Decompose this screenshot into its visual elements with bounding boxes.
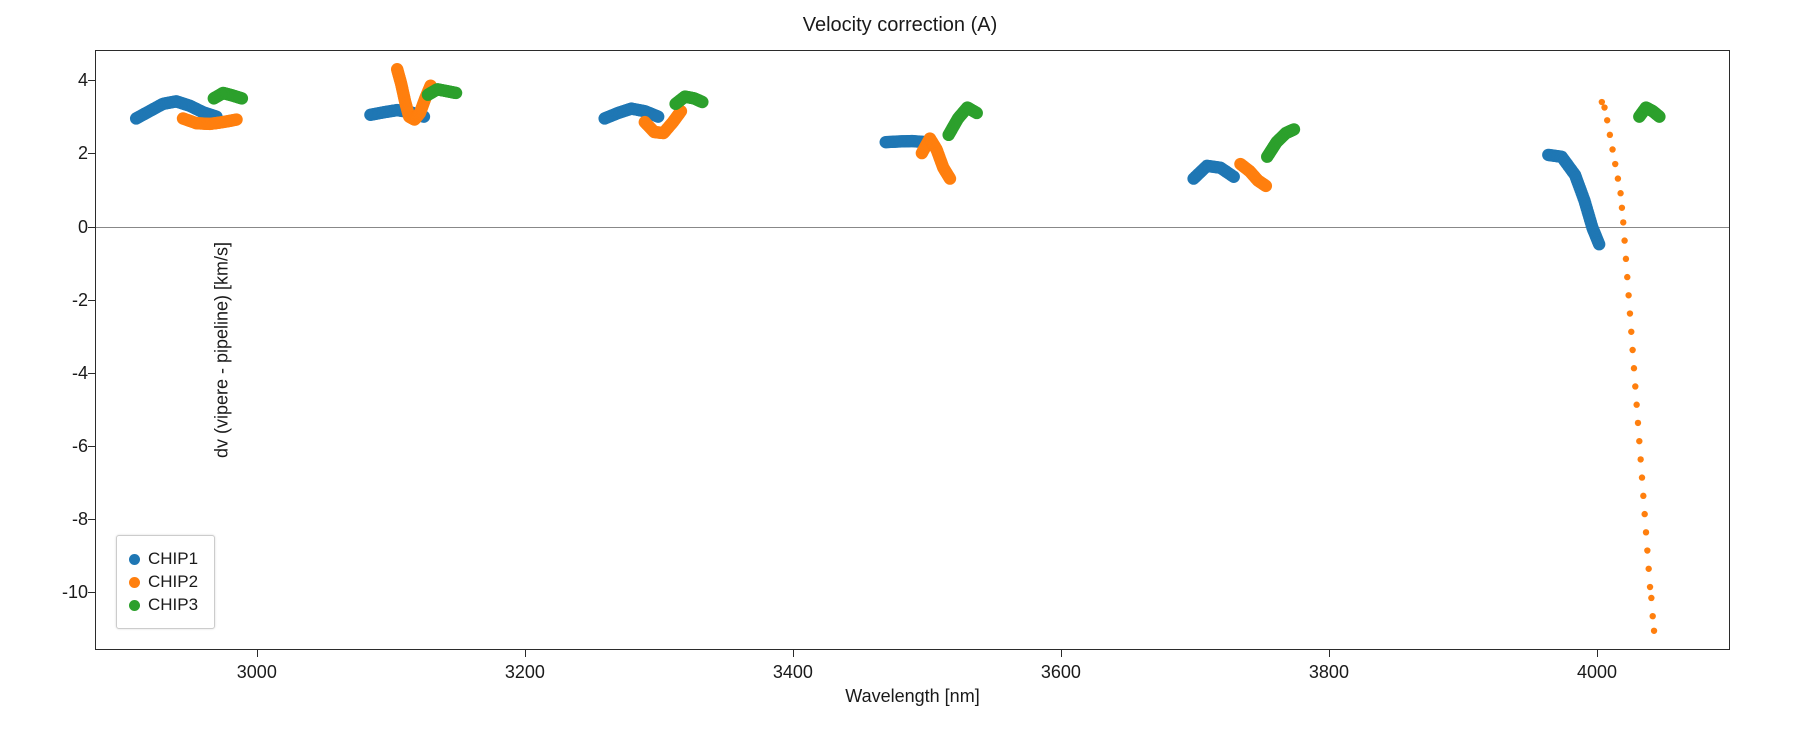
y-tick-label: -4 <box>48 363 88 384</box>
data-point[interactable] <box>1612 161 1618 167</box>
data-point[interactable] <box>652 110 664 122</box>
data-point[interactable] <box>1627 310 1633 316</box>
data-point[interactable] <box>1631 365 1637 371</box>
y-tick-label: -8 <box>48 509 88 530</box>
data-point[interactable] <box>1619 205 1625 211</box>
data-curves-svg <box>96 51 1729 649</box>
data-point[interactable] <box>1647 584 1653 590</box>
data-point[interactable] <box>1635 420 1641 426</box>
x-axis-label: Wavelength [nm] <box>845 686 979 707</box>
y-tick-label: -6 <box>48 436 88 457</box>
y-tick-mark <box>88 446 96 447</box>
x-tick-label: 3600 <box>1041 662 1081 683</box>
data-point[interactable] <box>1639 474 1645 480</box>
x-tick-mark <box>1597 649 1598 657</box>
data-point[interactable] <box>1620 219 1626 225</box>
y-tick-mark <box>88 80 96 81</box>
chart-root: Velocity correction (A) 4 2 0 -2 -4 -6 -8 -10 3… <box>0 0 1800 750</box>
data-point[interactable] <box>1644 547 1650 553</box>
data-point[interactable] <box>1609 146 1615 152</box>
data-point[interactable] <box>696 96 708 108</box>
y-tick-mark <box>88 373 96 374</box>
y-tick-label: 2 <box>48 143 88 164</box>
y-tick-label: -2 <box>48 290 88 311</box>
data-point[interactable] <box>1628 329 1634 335</box>
legend-color-swatch <box>129 554 140 565</box>
data-point[interactable] <box>1651 628 1657 634</box>
data-point[interactable] <box>1632 383 1638 389</box>
y-tick-mark <box>88 592 96 593</box>
legend-color-swatch <box>129 600 140 611</box>
data-point[interactable] <box>1617 190 1623 196</box>
legend-label: CHIP2 <box>148 572 198 592</box>
data-point[interactable] <box>1653 110 1665 122</box>
y-tick-mark <box>88 519 96 520</box>
data-point[interactable] <box>230 113 242 125</box>
y-tick-mark <box>88 300 96 301</box>
data-point[interactable] <box>1593 238 1605 250</box>
data-point[interactable] <box>1625 292 1631 298</box>
legend-item-chip1[interactable]: CHIP1 <box>129 549 198 569</box>
legend-rows: CHIP1 CHIP2 CHIP3 <box>129 549 198 615</box>
legend[interactable]: CHIP1 CHIP2 CHIP3 <box>116 535 215 629</box>
legend-label: CHIP3 <box>148 595 198 615</box>
legend-item-chip2[interactable]: CHIP2 <box>129 572 198 592</box>
data-point[interactable] <box>1645 566 1651 572</box>
data-point[interactable] <box>1228 171 1240 183</box>
data-point[interactable] <box>1636 438 1642 444</box>
data-point[interactable] <box>1601 104 1607 110</box>
data-point[interactable] <box>1650 613 1656 619</box>
data-point[interactable] <box>450 87 462 99</box>
data-point[interactable] <box>944 172 956 184</box>
legend-label: CHIP1 <box>148 549 198 569</box>
legend-color-swatch <box>129 577 140 588</box>
data-point[interactable] <box>1624 274 1630 280</box>
data-point[interactable] <box>1629 347 1635 353</box>
data-point[interactable] <box>1260 180 1272 192</box>
y-axis-label: dv (vipere - pipeline) [km/s] <box>212 242 233 458</box>
y-tick-label: 0 <box>48 217 88 238</box>
data-point[interactable] <box>1288 123 1300 135</box>
data-point[interactable] <box>1648 595 1654 601</box>
data-point[interactable] <box>1640 493 1646 499</box>
data-point[interactable] <box>1607 132 1613 138</box>
data-point[interactable] <box>236 92 248 104</box>
data-point[interactable] <box>1604 117 1610 123</box>
y-tick-label: 4 <box>48 70 88 91</box>
x-tick-mark <box>525 649 526 657</box>
series-chip2 <box>177 63 1657 634</box>
data-point[interactable] <box>1623 256 1629 262</box>
data-point[interactable] <box>1615 175 1621 181</box>
y-tick-mark <box>88 153 96 154</box>
x-tick-label: 3400 <box>773 662 813 683</box>
data-point[interactable] <box>1643 529 1649 535</box>
data-point[interactable] <box>1621 237 1627 243</box>
x-tick-mark <box>1329 649 1330 657</box>
data-point[interactable] <box>1633 402 1639 408</box>
data-point[interactable] <box>1599 99 1605 105</box>
data-point[interactable] <box>1641 511 1647 517</box>
x-tick-mark <box>1061 649 1062 657</box>
data-point[interactable] <box>971 107 983 119</box>
plot-area: 4 2 0 -2 -4 -6 -8 -10 3000 3200 3400 3600 3800 4000 … <box>95 50 1730 650</box>
data-point[interactable] <box>1637 456 1643 462</box>
x-tick-label: 3800 <box>1309 662 1349 683</box>
legend-item-chip3[interactable]: CHIP3 <box>129 595 198 615</box>
chart-title: Velocity correction (A) <box>0 14 1800 37</box>
y-tick-label: -10 <box>48 582 88 603</box>
x-tick-label: 3000 <box>237 662 277 683</box>
x-tick-label: 4000 <box>1577 662 1617 683</box>
x-tick-mark <box>257 649 258 657</box>
x-tick-mark <box>793 649 794 657</box>
y-tick-mark <box>88 227 96 228</box>
series-chip1 <box>130 95 1605 250</box>
x-tick-label: 3200 <box>505 662 545 683</box>
